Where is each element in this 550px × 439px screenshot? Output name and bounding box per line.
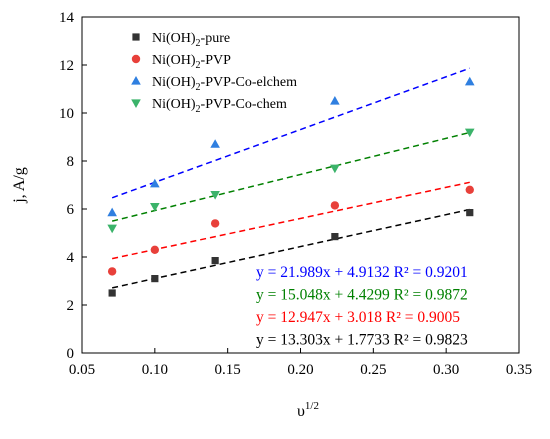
fit-lines (111, 67, 471, 289)
data-point (211, 257, 219, 265)
fit-line-2 (111, 67, 471, 199)
data-point (330, 164, 340, 174)
data-points (107, 76, 475, 297)
data-point (107, 224, 117, 234)
legend-marker (131, 76, 141, 85)
legend-marker (131, 54, 141, 64)
legend-label: Ni(OH)2-PVP-Co-elchem (152, 75, 297, 93)
y-tick-label: 12 (59, 58, 74, 74)
x-tick-label: 0.15 (215, 362, 241, 378)
fit-line-0 (111, 208, 470, 289)
data-point (464, 76, 475, 86)
x-axis-title: υ1/2 (297, 400, 319, 420)
data-point (465, 185, 474, 194)
x-tick-label: 0.35 (506, 362, 532, 378)
fit-equation: y = 12.947x + 3.018 R² = 0.9005 (256, 309, 460, 326)
legend: Ni(OH)2-pure Ni(OH)2-PVP Ni(OH)2-PVP-Co-el… (131, 31, 297, 115)
x-tick-label: 0.10 (142, 362, 168, 378)
y-axis-title: j, A/g (11, 167, 28, 204)
data-point (210, 191, 220, 200)
x-tick-label: 0.25 (360, 362, 386, 378)
legend-marker (131, 99, 141, 108)
data-point (107, 267, 117, 276)
x-tick-label: 0.05 (69, 362, 95, 378)
legend-label: Ni(OH)2-PVP-Co-chem (152, 97, 287, 115)
fit-equation: y = 15.048x + 4.4299 R² = 0.9872 (256, 287, 468, 304)
y-tick-label: 14 (59, 10, 75, 26)
fit-equation: y = 13.303x + 1.7733 R² = 0.9823 (256, 332, 468, 349)
data-point (330, 96, 340, 105)
fit-equation: y = 21.989x + 4.9132 R² = 0.9201 (256, 264, 468, 281)
y-tick-label: 10 (59, 106, 74, 122)
x-tick-label: 0.30 (433, 362, 459, 378)
data-point (210, 139, 220, 148)
data-point (151, 275, 159, 283)
data-point (107, 207, 117, 217)
data-point (464, 128, 475, 138)
y-tick-label: 2 (67, 298, 75, 314)
y-tick-label: 8 (67, 154, 75, 170)
data-point (466, 209, 474, 217)
data-point (210, 219, 220, 228)
x-axis-ticks: 0.05 0.10 0.15 0.20 0.25 0.30 0.35 (69, 348, 532, 378)
data-point (108, 289, 116, 297)
data-point (150, 245, 160, 254)
y-tick-label: 6 (67, 202, 75, 218)
y-tick-label: 0 (67, 346, 75, 362)
data-point (150, 203, 160, 212)
y-axis-ticks: 0 2 4 6 8 10 12 14 (59, 10, 87, 362)
data-point (150, 178, 160, 188)
y-tick-label: 4 (67, 250, 75, 266)
legend-label: Ni(OH)2-PVP (152, 53, 231, 71)
fit-equations: y = 21.989x + 4.9132 R² = 0.9201 y = 15.0… (256, 264, 468, 349)
data-point (330, 201, 340, 210)
legend-label: Ni(OH)2-pure (152, 31, 230, 49)
fit-line-3 (111, 131, 470, 222)
data-point (331, 233, 339, 241)
legend-marker (132, 33, 140, 41)
fit-line-1 (111, 181, 470, 260)
x-tick-label: 0.20 (287, 362, 313, 378)
